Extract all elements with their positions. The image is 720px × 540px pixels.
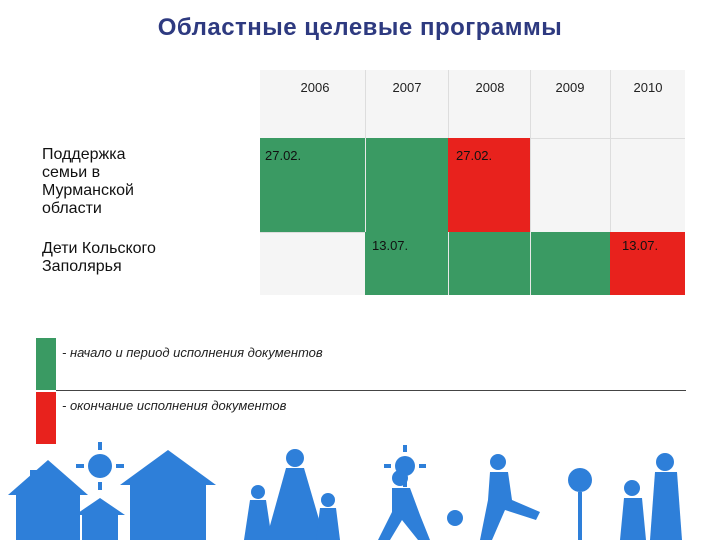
house-icon bbox=[75, 498, 125, 540]
sun-icon bbox=[76, 442, 124, 490]
row2-end-period bbox=[610, 232, 685, 295]
house-icon bbox=[120, 450, 216, 540]
legend-green-swatch bbox=[36, 338, 56, 390]
legend-red-text: - окончание исполнения документов bbox=[62, 398, 287, 413]
man-figure-icon bbox=[650, 453, 682, 540]
row2-end-date: 13.07. bbox=[622, 238, 659, 253]
row1-label: Поддержка семьи в Мурманской области bbox=[42, 146, 134, 217]
woman-figure-icon bbox=[266, 449, 325, 540]
child-figure-icon bbox=[316, 493, 340, 540]
year-header-2010: 2010 bbox=[633, 80, 663, 95]
row2-label: Дети Кольского Заполярья bbox=[42, 240, 156, 275]
flower-icon bbox=[568, 468, 592, 540]
family-silhouettes-illustration bbox=[8, 442, 682, 540]
grid-line bbox=[610, 70, 611, 295]
row2-start-date: 13.07. bbox=[372, 238, 409, 253]
legend-green-text: - начало и период исполнения документов bbox=[62, 345, 323, 360]
row1-active-period bbox=[260, 138, 448, 232]
legend-red-swatch bbox=[36, 392, 56, 444]
year-header-2009: 2009 bbox=[555, 80, 585, 95]
grid-line bbox=[448, 232, 449, 295]
grid-line bbox=[530, 70, 531, 295]
grid-line bbox=[365, 138, 366, 232]
kicking-figure-icon bbox=[480, 454, 540, 540]
house-icon bbox=[8, 460, 88, 540]
running-figure-icon bbox=[378, 470, 430, 540]
row1-end-date: 27.02. bbox=[456, 148, 493, 163]
ball-icon bbox=[447, 510, 463, 526]
year-header-2007: 2007 bbox=[392, 80, 422, 95]
page-title: Областные целевые программы bbox=[157, 14, 563, 41]
year-header-2006: 2006 bbox=[300, 80, 330, 95]
year-header-2008: 2008 bbox=[475, 80, 505, 95]
grid-line bbox=[530, 232, 531, 295]
row1-start-date: 27.02. bbox=[265, 148, 302, 163]
legend-divider bbox=[56, 390, 686, 391]
row2-active-period bbox=[365, 232, 610, 295]
child-figure-icon bbox=[244, 485, 272, 540]
row1-end-period bbox=[448, 138, 530, 232]
child-figure-icon bbox=[620, 480, 646, 540]
